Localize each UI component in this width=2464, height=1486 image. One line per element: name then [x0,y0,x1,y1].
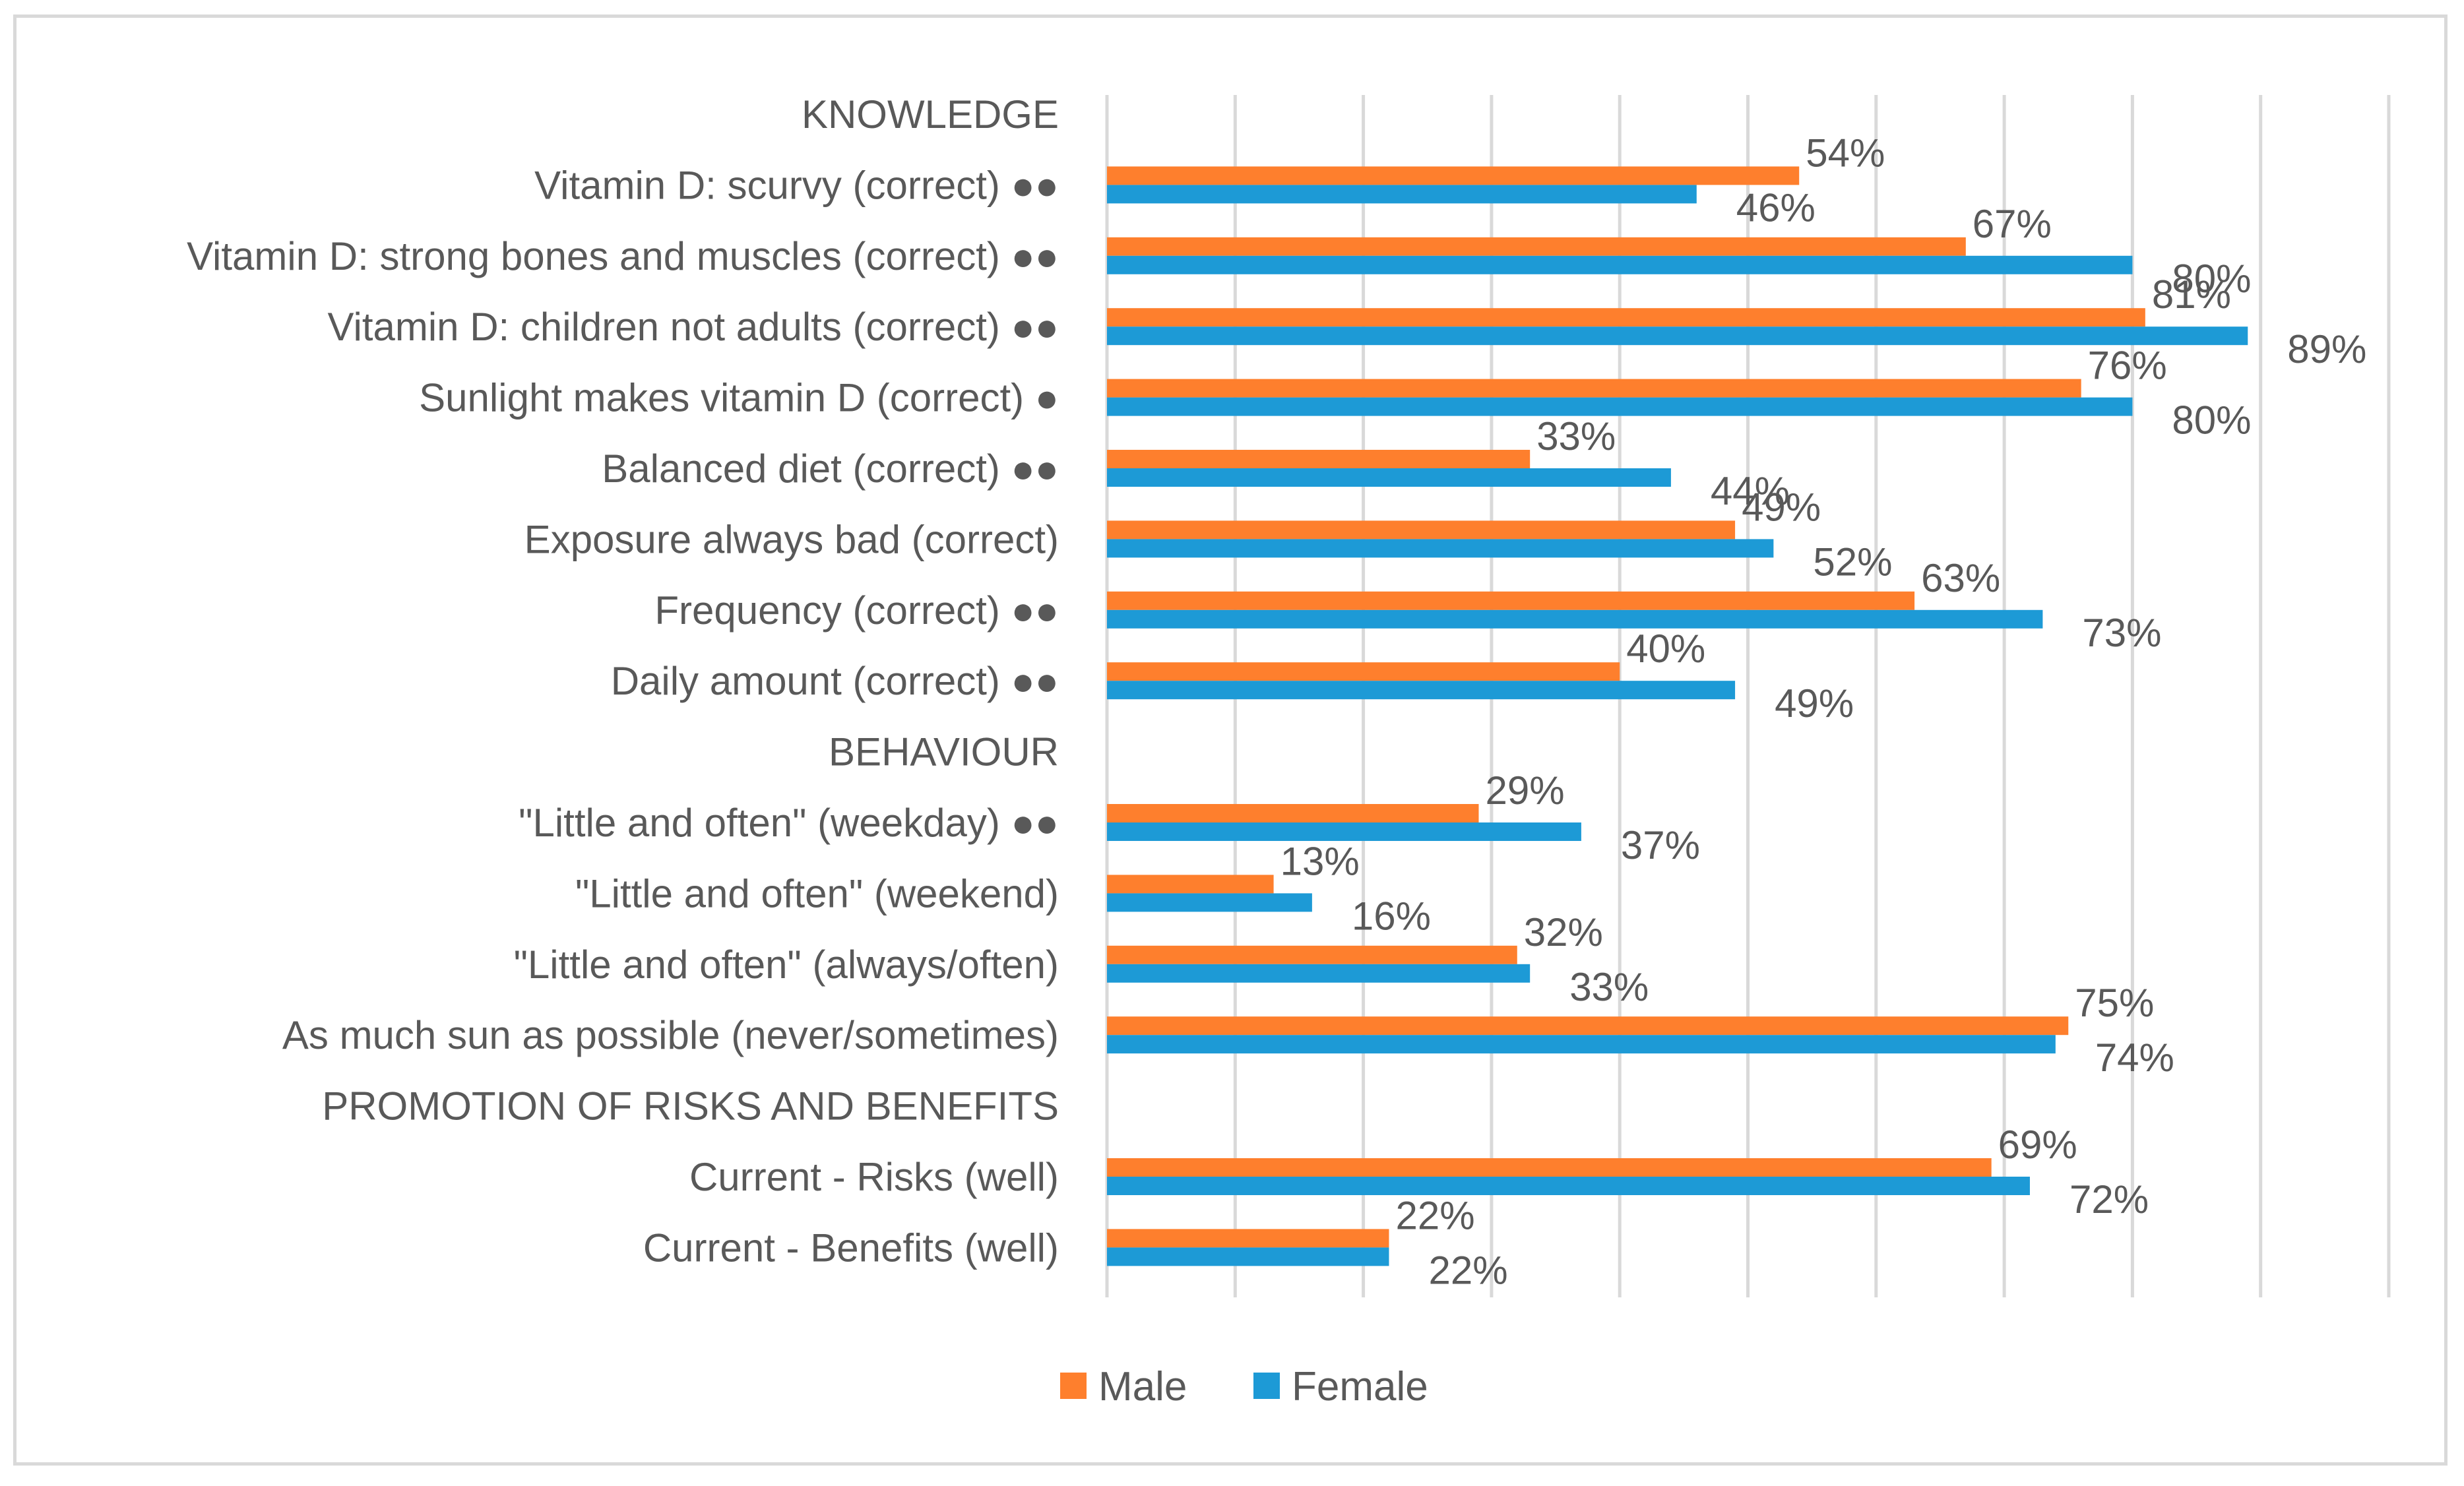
value-label-male: 69% [1998,1123,2077,1167]
value-label-male: 49% [1742,485,1821,529]
category-label: PROMOTION OF RISKS AND BENEFITS [322,1084,1059,1129]
value-label-female: 22% [1428,1248,1507,1292]
category-label: Balanced diet (correct) ●● [602,447,1059,491]
category-label: BEHAVIOUR [829,730,1059,774]
value-label-female: 73% [2082,611,2161,655]
value-label-female: 49% [1775,681,1854,726]
value-label-male: 29% [1485,768,1564,813]
legend-label-female: Female [1292,1364,1428,1409]
bar-female [1107,1247,1389,1266]
category-label: "Little and often" (weekend) [575,871,1059,915]
bar-male [1107,379,2081,398]
value-label-male: 32% [1524,910,1603,954]
bar-female [1107,468,1671,487]
bar-female [1107,964,1531,983]
category-label: "Little and often" (weekday) ●● [519,801,1059,845]
bar-male [1107,662,1620,681]
bar-female [1107,1035,2056,1054]
bar-male [1107,945,1517,964]
value-label-female: 37% [1621,823,1700,867]
legend-swatch-female [1253,1373,1280,1399]
category-label: Vitamin D: strong bones and muscles (cor… [187,234,1059,278]
bar-male [1107,875,1274,894]
value-label-female: 80% [2172,398,2251,443]
value-label-male: 54% [1806,131,1885,175]
value-label-female: 80% [2172,257,2251,301]
bar-female [1107,609,2043,629]
value-label-female: 89% [2287,327,2366,371]
bars [1107,166,2248,1266]
chart-frame: KNOWLEDGE Vitamin D: scurvy (correct) ●● V… [13,15,2448,1466]
value-labels: 54%46% 67%80%81%89%76%80%33%44%49%52% 63%7… [1280,131,2367,1292]
legend: Male Female [1060,1364,1428,1409]
category-label: Vitamin D: scurvy (correct) ●● [534,163,1059,207]
legend-swatch-male [1060,1373,1087,1399]
category-label: Current - Risks (well) [689,1155,1059,1199]
bar-female [1107,326,2248,346]
bar-male [1107,1158,1992,1177]
bar-female [1107,893,1312,912]
value-label-male: 33% [1536,414,1616,458]
value-label-female: 52% [1813,540,1892,584]
bar-female [1107,185,1697,204]
bar-male [1107,450,1531,468]
category-label: As much sun as possible (never/sometimes… [282,1013,1059,1057]
bar-male [1107,520,1736,540]
category-label: Frequency (correct) ●● [654,588,1059,633]
value-label-female: 16% [1352,894,1431,938]
bar-male [1107,237,1966,256]
category-labels: KNOWLEDGE Vitamin D: scurvy (correct) ●● V… [187,92,1059,1270]
bar-female [1107,539,1774,558]
value-label-female: 72% [2069,1177,2149,1222]
bar-male [1107,1229,1389,1248]
legend-label-male: Male [1098,1364,1187,1409]
bar-male [1107,591,1915,610]
value-label-female: 33% [1569,965,1649,1009]
value-label-male: 22% [1395,1193,1474,1237]
value-label-female: 44% [1711,469,1790,513]
value-label-male: 67% [1973,202,2052,246]
bar-male [1107,166,1800,185]
bar-male [1107,1016,2069,1036]
bar-female [1107,397,2133,416]
value-label-female: 46% [1736,185,1816,230]
value-label-male: 75% [2075,981,2154,1025]
category-label: Vitamin D: children not adults (correct)… [328,305,1059,349]
category-label: Exposure always bad (correct) [524,517,1059,561]
bar-female [1107,822,1581,841]
category-label: Daily amount (correct) ●● [611,659,1059,703]
bar-female [1107,255,2133,274]
category-label: "Little and often" (always/often) [514,943,1059,987]
bar-female [1107,1177,2030,1195]
category-label: Current - Benefits (well) [643,1225,1059,1270]
value-label-male: 76% [2088,344,2167,388]
bar-female [1107,681,1736,700]
bar-male [1107,804,1479,822]
bar-chart: KNOWLEDGE Vitamin D: scurvy (correct) ●● V… [187,92,2391,1409]
bar-male [1107,308,2145,327]
value-label-male: 40% [1626,627,1705,671]
value-label-female: 74% [2095,1036,2174,1080]
value-label-male: 81% [2152,272,2231,317]
value-label-male: 13% [1280,839,1360,883]
value-label-male: 63% [1921,556,2000,600]
category-label: Sunlight makes vitamin D (correct) ● [419,376,1059,420]
category-label: KNOWLEDGE [802,92,1059,137]
